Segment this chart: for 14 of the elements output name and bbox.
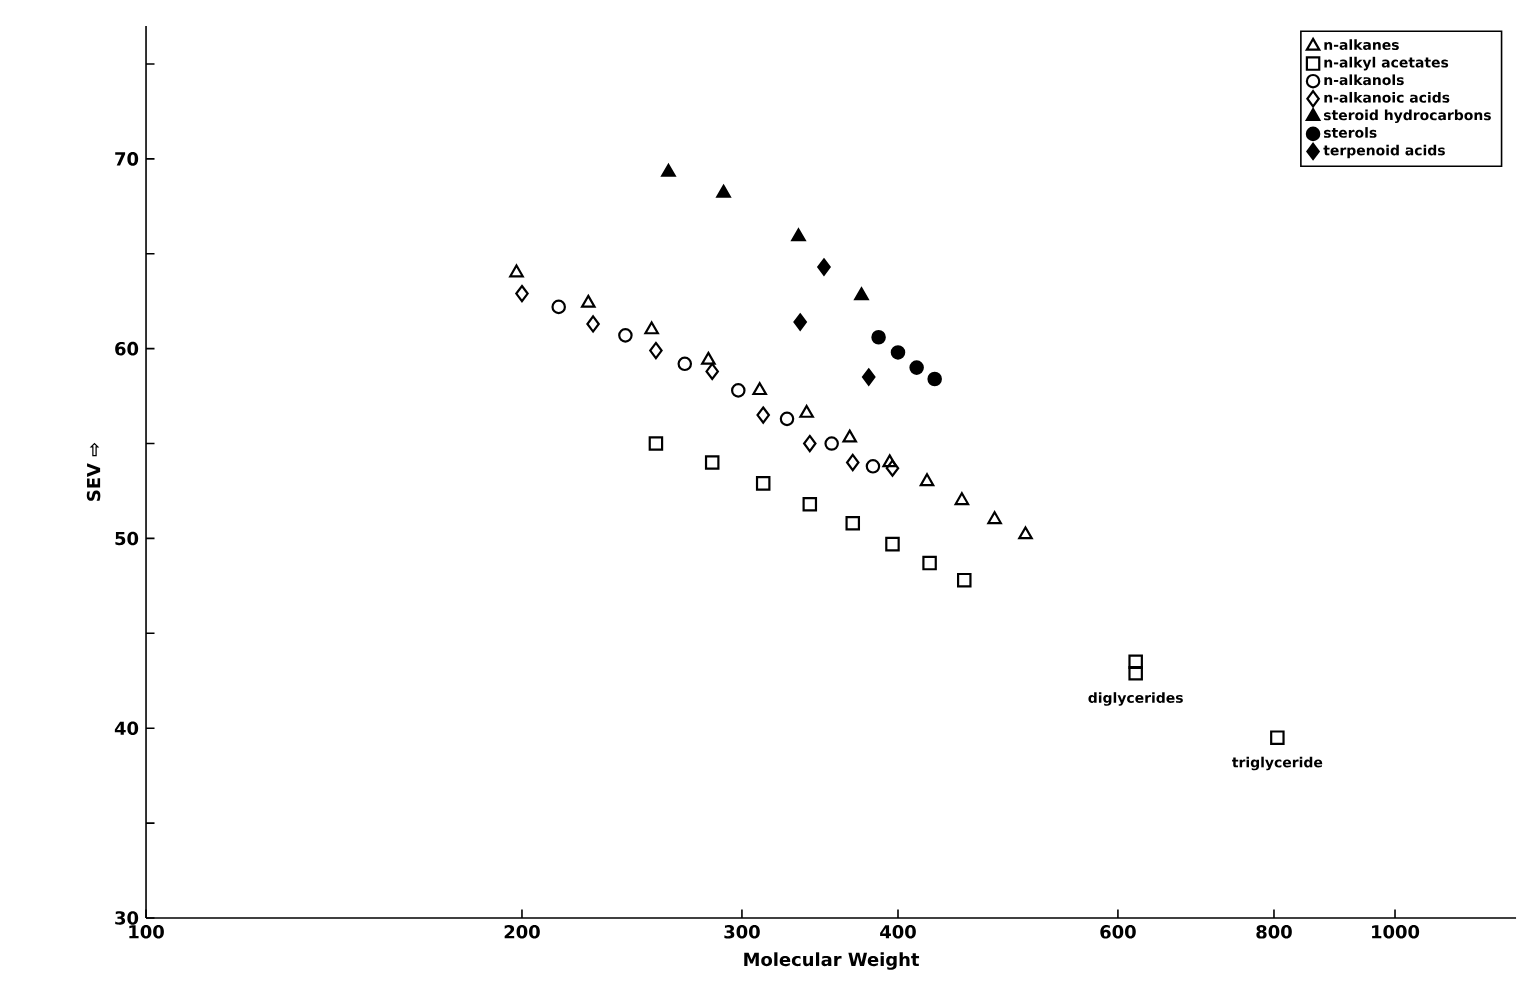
y-tick-label: 60 [115, 341, 139, 356]
x-axis-title: Molecular Weight [744, 952, 920, 970]
y-tick-label: 40 [114, 721, 139, 735]
y-axis-title: SEV ⇨ [86, 442, 101, 501]
x-tick-label: 1000 [1372, 925, 1420, 939]
y-tick-label: 70 [115, 152, 139, 166]
x-tick-label: 100 [129, 925, 164, 939]
y-tick-label: 50 [115, 531, 139, 546]
y-tick-label: 30 [115, 911, 139, 925]
x-tick-label: 300 [724, 925, 760, 939]
x-tick-label: 400 [880, 925, 916, 939]
x-tick-label: 600 [1100, 925, 1136, 939]
x-tick-label: 800 [1256, 925, 1292, 939]
x-tick-label: 200 [504, 925, 540, 939]
